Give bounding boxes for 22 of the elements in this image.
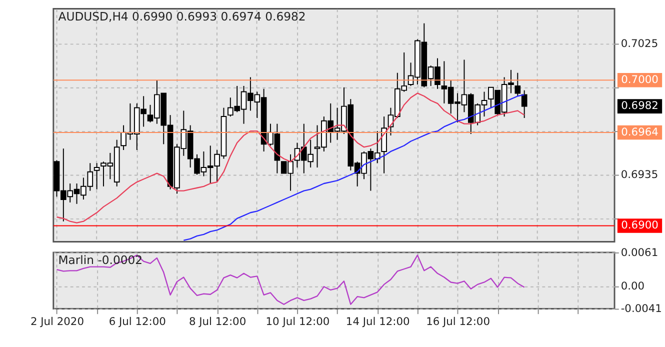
candlestick [381,116,387,174]
text: 0.6982 [621,99,658,112]
chart-title: AUDUSD,H4 0.6990 0.6993 0.6974 0.6982 [58,9,306,24]
y-tick-label: 0.6935 [620,168,658,182]
candlestick [521,90,528,118]
ref-line-label: 0.6964 [621,125,659,138]
y-tick-label: 0.0061 [620,246,658,259]
x-tick-label: 16 Jul 12:00 [426,314,490,328]
ref-line-label: 0.7000 [621,73,659,86]
x-tick-label: 6 Jul 12:00 [108,314,166,328]
line-series [56,254,525,305]
candlestick [514,72,521,97]
x-tick-label: 10 Jul 12:00 [266,314,330,328]
candlestick [94,162,100,190]
x-tick-label: 8 Jul 12:00 [188,314,246,328]
y-tick-label: 0.00 [620,280,645,292]
y-tick-label: -0.0041 [620,302,662,316]
x-tick-label: 14 Jul 12:00 [346,314,410,328]
x-tick-label: 2 Jul 2020 [30,314,84,328]
ref-line-label: 0.6900 [621,218,659,232]
y-tick-label: 0.7025 [620,37,658,50]
line-series [56,92,525,224]
